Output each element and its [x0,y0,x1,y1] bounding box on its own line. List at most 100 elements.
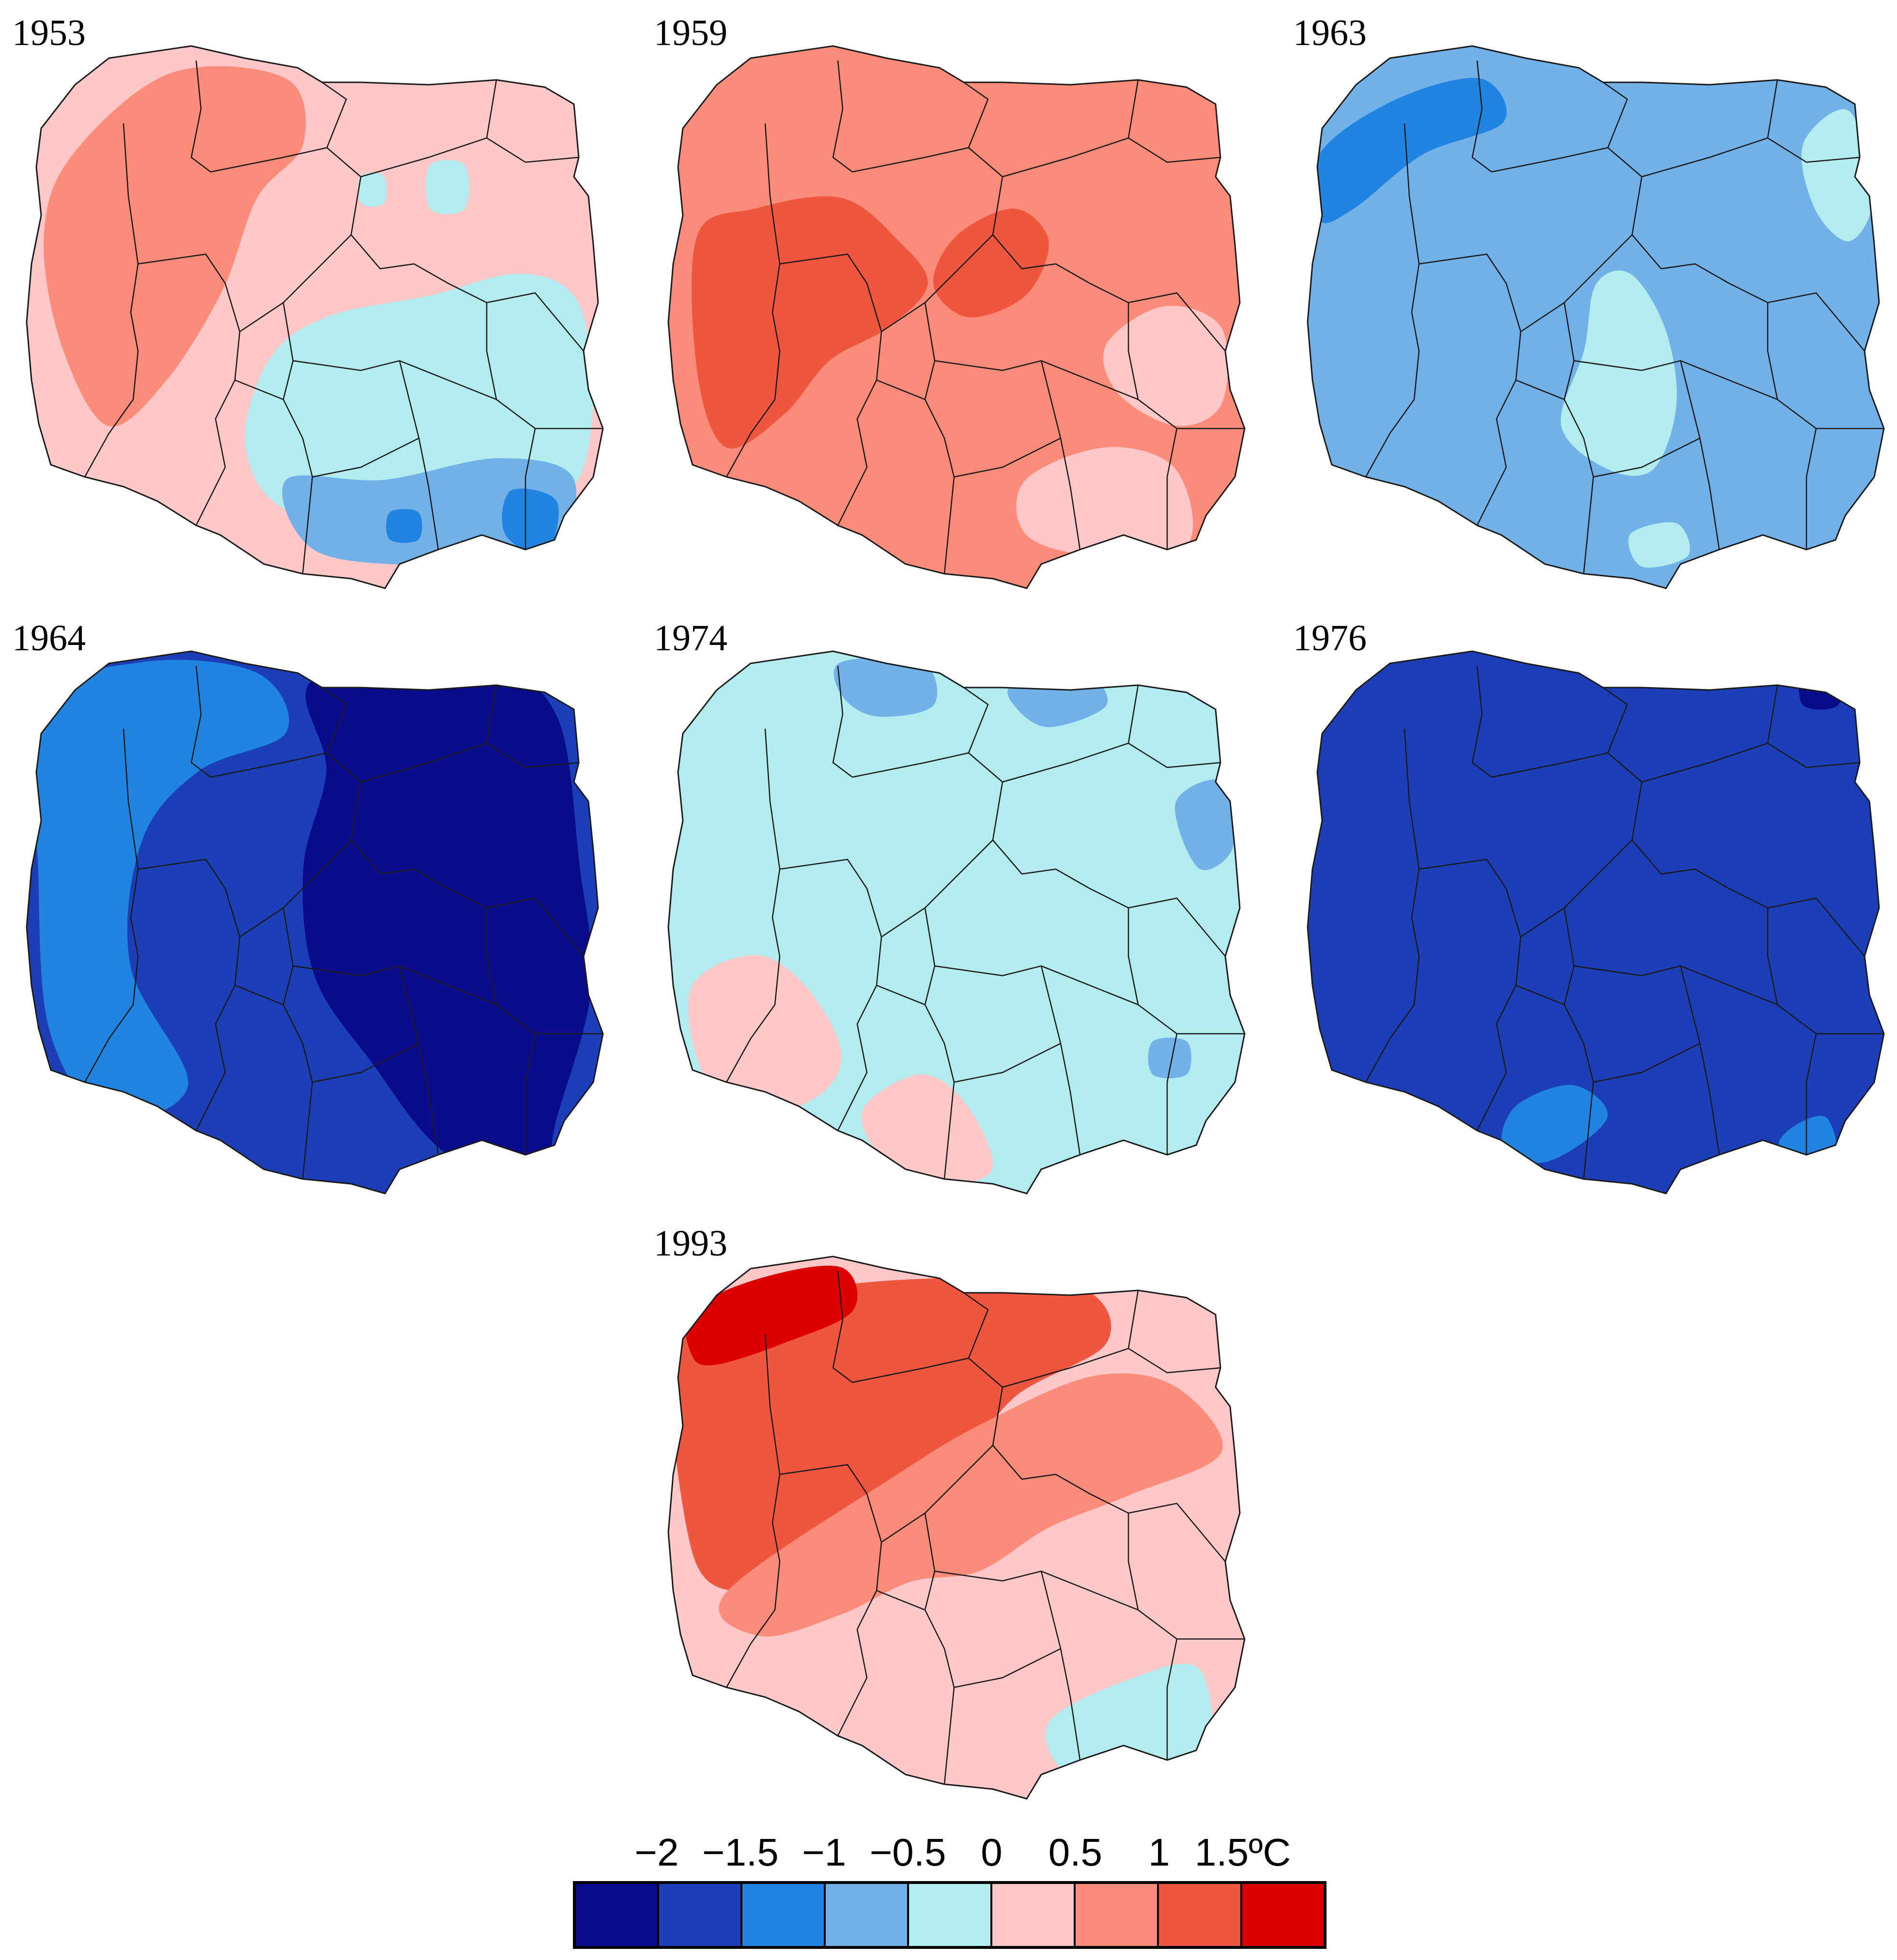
poland-map [26,650,604,1194]
province-border [1515,984,1565,1006]
province-border [1520,234,1633,333]
province-border [239,234,352,333]
province-border [779,1464,882,1736]
country-outline [1307,45,1885,589]
anomaly-region [1103,306,1228,426]
province-border [84,728,139,1083]
legend-tick-label: −1.5 [702,1831,779,1874]
anomaly-region [933,208,1049,318]
province-border [1632,840,1865,957]
poland-map [26,45,604,589]
legend-tick-label: 1 [1148,1831,1170,1874]
province-border [1166,1033,1178,1155]
province-border [1767,685,1778,744]
province-border [312,1042,419,1083]
province-border [138,253,241,526]
temperature-field [27,46,603,588]
map-panel-1953: 1953 [12,12,642,617]
poland-map [1307,45,1885,589]
province-border [1127,685,1139,744]
province-border [1767,79,1778,138]
anomaly-region [44,66,306,427]
province-border [779,253,882,526]
legend-swatch [826,1884,909,1946]
anomaly-region [1560,270,1677,476]
map-panel-1963: 1963 [1293,12,1897,617]
province-border [963,687,989,753]
panel-year: 1963 [1293,13,1367,53]
legend-swatch [1242,1884,1324,1946]
province-border [1127,1290,1139,1349]
province-border [1632,234,1865,352]
legend-swatch [909,1884,992,1946]
province-border [190,665,211,778]
anomaly-region [685,1265,858,1365]
province-border [963,81,989,148]
anomaly-region [1148,1038,1191,1078]
temperature-field [668,651,1245,1194]
province-border [876,379,925,400]
province-border [881,1445,993,1543]
province-border [1593,437,1700,478]
anomaly-region [1628,522,1690,568]
province-border [1127,1513,1139,1610]
province-border [924,302,955,574]
province-border [1166,428,1178,550]
province-border [1805,428,1817,550]
province-border [322,687,347,753]
province-border [1767,908,1778,1005]
province-border [992,840,1226,957]
province-border [1127,303,1139,400]
province-border [992,234,1226,352]
province-border [1767,303,1778,400]
panel-year: 1953 [12,13,86,53]
province-border [234,379,284,400]
province-border [1520,840,1633,938]
map-panel-1993: 1993 [654,1223,1283,1828]
anomaly-region [30,659,289,1120]
province-border [876,1590,925,1611]
province-border [239,840,352,938]
province-border [138,858,241,1131]
province-border [725,728,781,1083]
anomaly-region [1501,1085,1608,1163]
province-border [1471,665,1492,778]
legend-tick-label: 1.5ºC [1195,1831,1291,1874]
province-border [1127,79,1139,138]
province-border [84,123,139,477]
legend-swatch [659,1884,742,1946]
legend-tick-label: 0 [981,1831,1002,1874]
legend-swatch [742,1884,826,1946]
map-panel-1964: 1964 [12,617,642,1223]
country-outline [667,45,1246,589]
province-border [1471,60,1492,172]
panel-year: 1959 [654,13,727,53]
map-panel-1959: 1959 [654,12,1283,617]
province-border [954,437,1061,478]
panel-year: 1993 [654,1223,727,1264]
legend-swatch [1159,1884,1242,1946]
panel-year: 1976 [1293,618,1367,658]
country-outline [667,650,1246,1194]
province-border [486,908,497,1005]
province-border [1166,1638,1178,1760]
province-border [832,665,853,778]
map-panel-1974: 1974 [654,617,1283,1223]
anomaly-region [1801,109,1873,242]
legend-color-bar [573,1881,1326,1949]
anomaly-region [426,160,469,214]
province-border [954,1648,1061,1688]
province-border [924,1513,955,1785]
anomaly-region [1312,77,1507,224]
temperature-field [668,46,1245,588]
province-border [312,437,419,478]
anomaly-region [833,657,938,717]
legend-swatch [1076,1884,1159,1946]
province-border [881,840,993,938]
province-border [486,79,497,138]
province-border [524,1033,536,1155]
province-border [486,685,497,744]
map-panel-1976: 1976 [1293,617,1897,1223]
province-border [351,840,584,957]
anomaly-region [688,955,842,1118]
